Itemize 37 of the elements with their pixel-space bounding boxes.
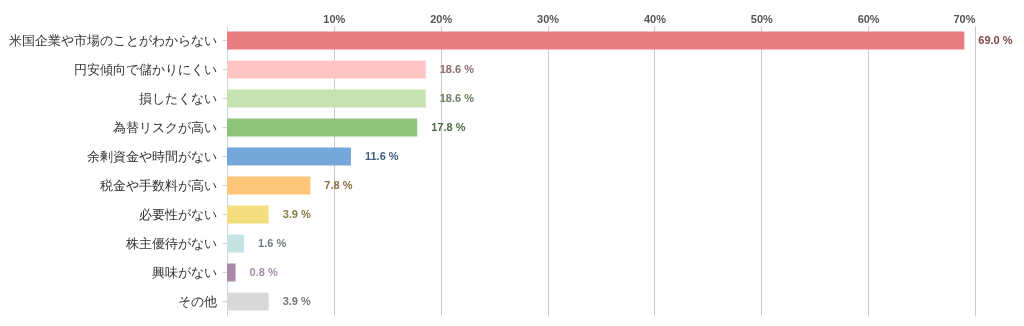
data-label: 17.8 % [431, 120, 466, 133]
data-label: 69.0 % [978, 33, 1013, 46]
y-tick-label: 損したくない [138, 90, 217, 106]
bar [227, 263, 236, 282]
x-tick-label: 20% [430, 12, 453, 25]
x-tick-label: 30% [537, 12, 560, 25]
data-label: 3.9 % [282, 294, 312, 307]
y-tick-label: 為替リスクが高い [112, 119, 217, 135]
bar [227, 118, 418, 137]
bar [227, 147, 351, 166]
y-tick-label: 必要性がない [138, 206, 217, 222]
x-tick-label: 40% [643, 12, 667, 25]
y-tick-label: 余剰資金や時間がない [86, 148, 217, 164]
data-label: 11.6 % [364, 149, 399, 162]
data-label: 0.8 % [249, 265, 278, 278]
data-label: 7.8 % [324, 178, 353, 191]
x-tick-label: 70% [953, 12, 976, 25]
bar [227, 176, 311, 195]
bar [227, 89, 426, 108]
x-tick-label: 10% [323, 12, 346, 25]
y-tick-label: 円安傾向で儲かりにくい [73, 61, 217, 77]
y-tick-label: その他 [177, 293, 217, 309]
bar [227, 31, 965, 50]
data-label: 18.6 % [439, 91, 475, 104]
y-tick-label: 株主優待がない [124, 235, 217, 251]
bar [227, 292, 269, 311]
bar [227, 234, 245, 253]
x-tick-label: 60% [857, 12, 880, 25]
data-label: 18.6 % [439, 62, 475, 75]
y-tick-label: 税金や手数料が高い [99, 177, 217, 193]
data-label: 3.9 % [282, 207, 312, 220]
bar [227, 205, 269, 224]
x-tick-label: 50% [750, 12, 774, 25]
y-tick-label: 興味がない [151, 264, 217, 280]
y-tick-label: 米国企業や市場のことがわからない [8, 32, 217, 48]
bar [227, 60, 426, 79]
data-label: 1.6 % [258, 236, 287, 249]
